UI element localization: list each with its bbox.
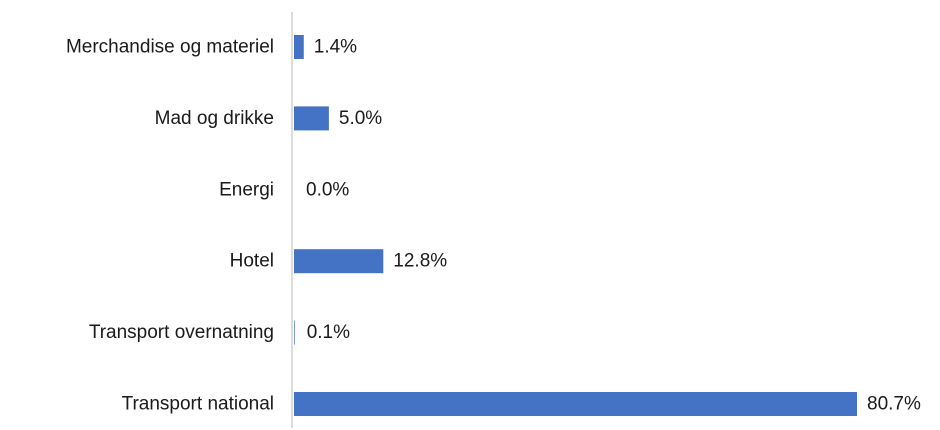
category-label-energi: Energi [219, 179, 274, 200]
value-label-hotel: 12.8% [393, 251, 447, 272]
category-label-transport-national: Transport national [122, 394, 274, 415]
bar-hotel [294, 249, 384, 274]
category-label-merchandise-og-materiel: Merchandise og materiel [66, 37, 274, 58]
value-label-mad-og-drikke: 5.0% [339, 108, 382, 129]
value-label-energi: 0.0% [306, 179, 349, 200]
category-label-transport-overnatning: Transport overnatning [89, 322, 274, 343]
value-label-transport-national: 80.7% [867, 394, 921, 415]
value-label-merchandise-og-materiel: 1.4% [314, 37, 357, 58]
category-label-mad-og-drikke: Mad og drikke [155, 108, 274, 129]
bars-group: Merchandise og materiel 1.4% Mad og drikke… [66, 35, 921, 416]
category-label-hotel: Hotel [230, 251, 274, 272]
bar-mad-og-drikke [294, 106, 329, 131]
bar-transport-national [294, 392, 857, 416]
bar-merchandise-og-materiel [294, 35, 304, 59]
value-label-transport-overnatning: 0.1% [307, 322, 350, 343]
bar-transport-overnatning [294, 320, 295, 345]
